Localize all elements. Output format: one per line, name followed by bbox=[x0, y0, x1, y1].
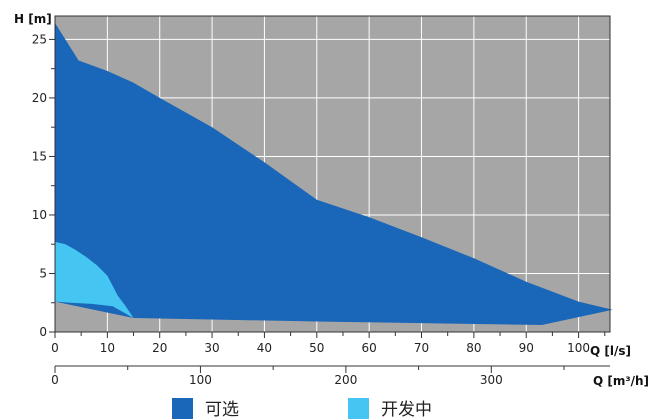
x2-tick-label: 0 bbox=[51, 373, 59, 387]
x-tick-label: 30 bbox=[204, 341, 219, 355]
x-tick-label: 50 bbox=[309, 341, 324, 355]
y-tick-label: 15 bbox=[32, 149, 47, 163]
series-area-1 bbox=[55, 23, 613, 325]
x-tick-label: 90 bbox=[519, 341, 534, 355]
y-axis-title: H [m] bbox=[14, 12, 52, 26]
axes: 0 5 10 15 20 25 0 10 20 30 40 50 60 70 80 90 100 0 100 200 3… bbox=[32, 32, 610, 387]
plot-frame bbox=[54, 15, 611, 333]
x2-tick-label: 300 bbox=[480, 373, 503, 387]
y-tick-label: 0 bbox=[39, 325, 47, 339]
x-tick-label: 10 bbox=[100, 341, 115, 355]
series-area-2 bbox=[55, 241, 134, 318]
x2-tick-label: 200 bbox=[334, 373, 357, 387]
legend: 可选 开发中 bbox=[172, 398, 432, 419]
x2-axis-title: Q [m³/h] bbox=[593, 374, 649, 388]
x-tick-label: 80 bbox=[466, 341, 481, 355]
x-tick-label: 20 bbox=[152, 341, 167, 355]
x2-tick-label: 100 bbox=[189, 373, 212, 387]
x-tick-label: 70 bbox=[414, 341, 429, 355]
y-tick-label: 5 bbox=[39, 266, 47, 280]
y-tick-label: 10 bbox=[32, 208, 47, 222]
y-tick-label: 25 bbox=[32, 32, 47, 46]
legend-swatch-1 bbox=[172, 398, 193, 419]
y-tick-label: 20 bbox=[32, 91, 47, 105]
x-tick-label: 60 bbox=[362, 341, 377, 355]
x-tick-label: 40 bbox=[257, 341, 272, 355]
x-tick-label: 0 bbox=[51, 341, 59, 355]
x-tick-label: 100 bbox=[567, 341, 590, 355]
legend-label-2: 开发中 bbox=[381, 400, 432, 419]
legend-swatch-2 bbox=[348, 398, 369, 419]
legend-label-1: 可选 bbox=[205, 400, 239, 419]
series-areas bbox=[55, 23, 613, 325]
x-axis-title: Q [l/s] bbox=[590, 344, 631, 358]
